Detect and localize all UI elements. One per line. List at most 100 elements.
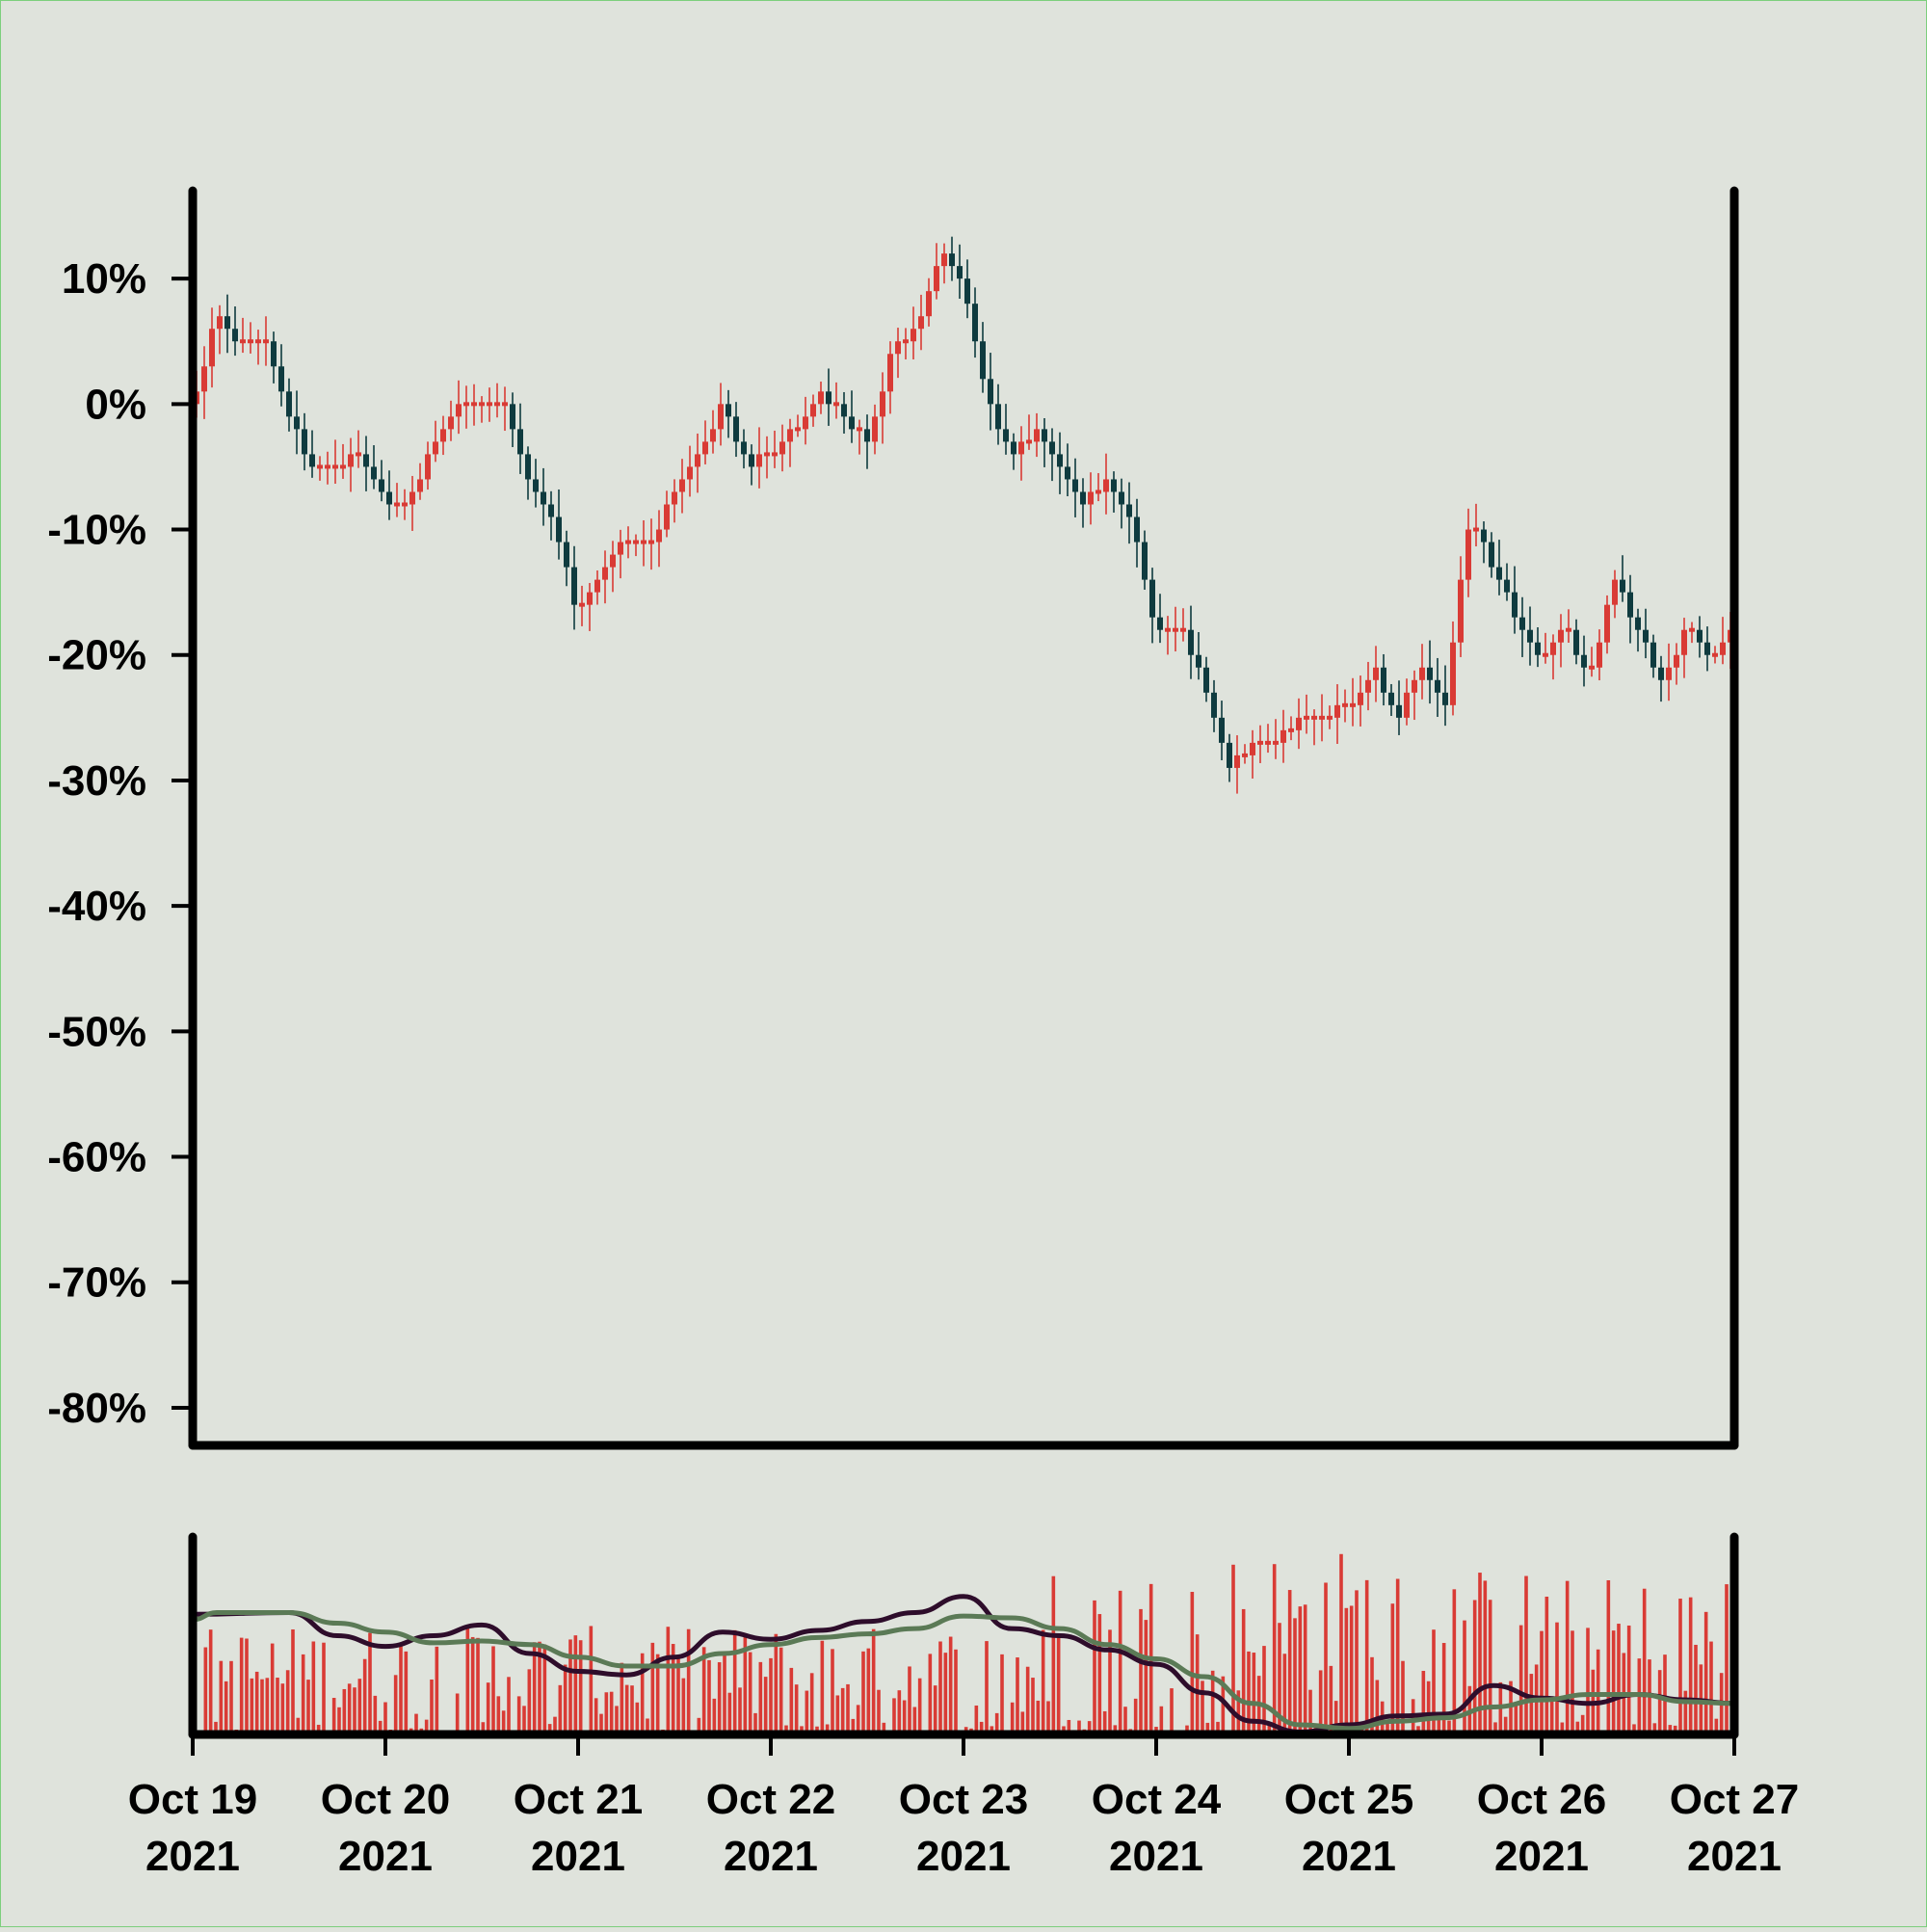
candle-body <box>371 466 377 479</box>
candle-body <box>332 464 338 468</box>
candle-body <box>417 479 423 491</box>
volume-bar <box>204 1648 208 1734</box>
volume-bar <box>1293 1618 1297 1734</box>
candle-body <box>348 454 354 466</box>
candle-body <box>1620 580 1625 593</box>
volume-bar <box>605 1692 609 1734</box>
volume-bar <box>790 1668 794 1734</box>
volume-bar <box>1191 1592 1195 1734</box>
candle-body <box>895 341 901 354</box>
candle-body <box>1011 441 1016 454</box>
candle-body <box>710 429 716 441</box>
volume-bar <box>528 1669 532 1734</box>
candle-body <box>1458 580 1464 643</box>
volume-bar <box>430 1680 434 1734</box>
volume-bar <box>728 1693 732 1734</box>
volume-bar <box>985 1641 989 1734</box>
volume-bar <box>1052 1576 1056 1734</box>
volume-bar <box>260 1680 264 1734</box>
candle-body <box>1465 530 1471 580</box>
candle-body <box>726 404 731 416</box>
volume-bar <box>1196 1634 1200 1734</box>
candle-body <box>1173 628 1178 632</box>
candle-body <box>302 429 307 454</box>
volume-bar <box>1000 1654 1004 1734</box>
candle-body <box>818 391 824 404</box>
candle-body <box>1065 466 1070 479</box>
candle-body <box>440 429 446 441</box>
candle-body <box>248 339 253 343</box>
y-tick-label: -50% <box>47 1008 146 1055</box>
candle-body <box>772 452 778 456</box>
candle-body <box>810 404 816 416</box>
volume-bar <box>1663 1654 1667 1734</box>
candle-body <box>1597 643 1602 668</box>
candle-body <box>995 404 1001 429</box>
volume-bar <box>1299 1606 1303 1734</box>
volume-bar <box>805 1691 809 1734</box>
volume-bar <box>861 1652 865 1734</box>
volume-bar <box>348 1683 352 1734</box>
volume-bar <box>507 1677 511 1734</box>
volume-bar <box>1427 1681 1431 1734</box>
candle-body <box>911 329 916 341</box>
volume-bar <box>759 1662 763 1734</box>
x-tick-year-label: 2021 <box>1494 1833 1589 1880</box>
volume-bar <box>1134 1699 1138 1734</box>
candle-body <box>1581 655 1587 668</box>
x-tick-year-label: 2021 <box>338 1833 433 1880</box>
candle-body <box>1026 439 1032 443</box>
candle-body <box>1250 743 1255 755</box>
candle-body <box>857 427 862 431</box>
y-tick-label: -20% <box>47 632 146 679</box>
candle-body <box>594 580 600 593</box>
volume-bar <box>358 1679 362 1734</box>
candle-body <box>1412 680 1417 693</box>
candle-body <box>363 454 369 466</box>
candle-body <box>1095 490 1101 493</box>
volume-bar <box>1037 1701 1041 1734</box>
candle-body <box>1126 505 1132 517</box>
candle-body <box>872 416 878 441</box>
volume-bar <box>934 1685 937 1734</box>
volume-bar <box>383 1703 387 1734</box>
candle-body <box>541 491 546 504</box>
candle-body <box>386 491 392 504</box>
volume-bar <box>229 1661 233 1734</box>
candle-body <box>1643 630 1649 643</box>
volume-bar <box>1026 1667 1030 1734</box>
candle-body <box>471 402 477 406</box>
candle-body <box>1658 668 1664 680</box>
volume-bar <box>1350 1605 1354 1734</box>
volume-bar <box>1365 1580 1369 1734</box>
candle-body <box>1327 716 1333 720</box>
y-tick-label: -60% <box>47 1134 146 1181</box>
candle-body <box>687 466 693 479</box>
candle-body <box>1450 643 1456 705</box>
candle-body <box>887 354 893 391</box>
candle-body <box>1489 543 1494 568</box>
candle-body <box>1473 528 1479 532</box>
candle-body <box>201 366 207 391</box>
candle-body <box>1512 593 1518 618</box>
volume-bar <box>1170 1688 1174 1734</box>
volume-bar <box>1324 1582 1328 1734</box>
candle-body <box>456 404 462 416</box>
candle-body <box>695 454 700 466</box>
volume-bar <box>1725 1584 1729 1734</box>
volume-bar <box>1288 1590 1292 1734</box>
y-tick-label: -30% <box>47 757 146 805</box>
candle-body <box>1535 643 1541 655</box>
candle-body <box>841 404 847 416</box>
candle-body <box>1527 630 1533 643</box>
volume-bar <box>769 1658 773 1734</box>
candle-body <box>278 366 284 391</box>
volume-bar <box>1607 1580 1611 1734</box>
candle-body <box>1697 630 1703 643</box>
volume-bar <box>1093 1601 1096 1734</box>
volume-bar <box>281 1683 285 1734</box>
volume-bar <box>1119 1591 1122 1734</box>
volume-bar <box>651 1643 655 1734</box>
candle-body <box>409 491 415 504</box>
